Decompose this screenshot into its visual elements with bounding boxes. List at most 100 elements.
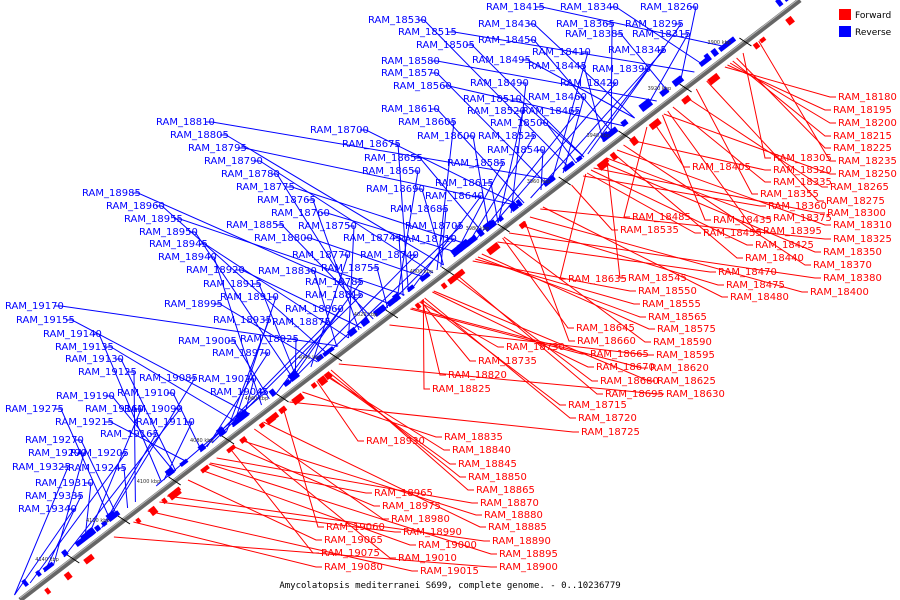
forward-gene-label: RAM_18325	[833, 234, 892, 245]
label-connector	[466, 44, 585, 158]
reverse-gene-label: RAM_19275	[5, 404, 64, 415]
scale-tick	[67, 554, 80, 564]
label-connector	[536, 6, 728, 48]
reverse-gene-feature	[476, 227, 485, 237]
forward-gene-label: RAM_18535	[620, 225, 679, 236]
label-connector	[644, 33, 689, 111]
forward-gene-label: RAM_18575	[657, 324, 716, 335]
label-connector	[242, 378, 255, 420]
reverse-gene-label: RAM_19325	[12, 462, 71, 473]
label-connector	[615, 33, 669, 93]
label-connector	[187, 479, 322, 541]
reverse-gene-feature	[718, 42, 728, 52]
label-connector	[147, 510, 418, 572]
scale-tick	[221, 435, 235, 445]
reverse-gene-label: RAM_18810	[156, 117, 215, 128]
forward-gene-feature	[226, 444, 237, 454]
label-connector	[232, 445, 380, 507]
label-connector	[156, 205, 329, 355]
reverse-gene-label: RAM_18390	[592, 64, 651, 75]
label-connector	[455, 273, 603, 395]
forward-gene-label: RAM_18355	[760, 189, 819, 200]
reverse-gene-label: RAM_18430	[478, 19, 537, 30]
label-connector	[540, 122, 577, 164]
forward-gene-label: RAM_18425	[755, 240, 814, 251]
forward-gene-label: RAM_18370	[813, 260, 872, 271]
label-connector	[63, 408, 182, 558]
label-connector	[528, 39, 615, 135]
label-connector	[578, 65, 604, 143]
reverse-gene-feature	[215, 426, 227, 437]
label-connector	[513, 98, 585, 158]
forward-gene-label: RAM_18335	[773, 177, 832, 188]
reverse-gene-label: RAM_18950	[139, 227, 198, 238]
label-connector	[302, 391, 442, 438]
reverse-gene-label: RAM_18510	[463, 94, 522, 105]
forward-gene-feature	[167, 487, 182, 501]
label-connector	[167, 392, 203, 452]
reverse-gene-label: RAM_18615	[435, 178, 494, 189]
label-connector	[606, 157, 771, 219]
forward-gene-label: RAM_18865	[476, 485, 535, 496]
label-connector	[503, 236, 651, 343]
reverse-gene-label: RAM_18345	[608, 45, 667, 56]
label-connector	[106, 395, 175, 473]
reverse-gene-feature	[322, 346, 335, 357]
forward-gene-feature	[291, 392, 305, 406]
label-connector	[254, 428, 389, 520]
label-connector	[282, 406, 324, 528]
label-connector	[440, 208, 447, 268]
label-connector	[53, 452, 85, 566]
label-connector	[542, 206, 728, 298]
reverse-gene-feature	[575, 155, 583, 162]
reverse-gene-label: RAM_19170	[5, 301, 64, 312]
reverse-gene-label: RAM_19020	[198, 374, 257, 385]
reverse-gene-label: RAM_18580	[381, 56, 440, 67]
forward-gene-label: RAM_18975	[382, 501, 441, 512]
label-connector	[214, 303, 318, 363]
label-connector	[443, 85, 625, 127]
forward-gene-feature	[271, 411, 280, 420]
forward-gene-label: RAM_18180	[838, 92, 897, 103]
scale-label: 4100 kbp	[137, 479, 161, 485]
forward-gene-feature	[486, 242, 501, 256]
label-connector	[308, 270, 338, 348]
forward-gene-feature	[317, 375, 329, 387]
label-connector	[206, 121, 555, 181]
label-connector	[431, 60, 657, 102]
label-connector	[667, 110, 761, 232]
label-connector	[155, 391, 268, 487]
scale-tick	[276, 393, 289, 403]
reverse-gene-label: RAM_18505	[416, 40, 475, 51]
forward-gene-label: RAM_18565	[648, 312, 707, 323]
label-connector	[132, 192, 392, 306]
reverse-gene-feature	[61, 549, 69, 557]
reverse-gene-label: RAM_18815	[305, 290, 364, 301]
reverse-gene-label: RAM_18495	[472, 55, 531, 66]
reverse-gene-label: RAM_19290	[28, 448, 87, 459]
label-connector	[522, 59, 635, 119]
legend-forward-swatch	[839, 9, 851, 20]
label-connector	[43, 495, 82, 573]
label-connector	[159, 501, 401, 533]
forward-gene-label: RAM_18735	[478, 356, 537, 367]
reverse-gene-feature	[386, 296, 398, 307]
label-connector	[742, 52, 771, 159]
reverse-gene-feature	[287, 369, 301, 382]
label-connector	[575, 68, 650, 164]
reverse-gene-feature	[497, 215, 505, 222]
forward-gene-label: RAM_18275	[826, 196, 885, 207]
label-connector	[310, 254, 349, 368]
label-connector	[348, 225, 355, 339]
label-connector	[236, 269, 362, 329]
forward-gene-label: RAM_18305	[773, 153, 832, 164]
forward-gene-label: RAM_18545	[628, 273, 687, 284]
forward-gene-feature	[323, 371, 333, 381]
reverse-gene-feature	[775, 0, 784, 7]
backbone-highlight	[19, 0, 799, 599]
label-connector	[360, 129, 521, 207]
forward-gene-feature	[310, 382, 318, 389]
label-connector	[679, 6, 697, 84]
reverse-gene-feature	[105, 510, 118, 522]
